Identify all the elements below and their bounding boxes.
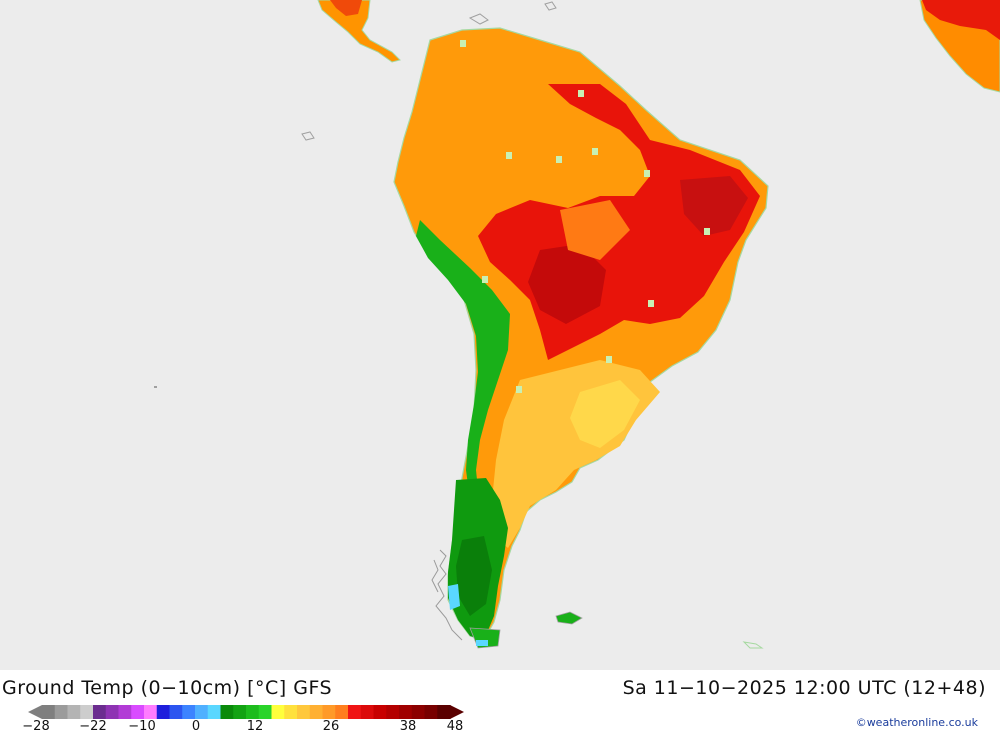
south-georgia-island bbox=[742, 641, 764, 649]
legend-tick-label: 38 bbox=[399, 719, 417, 734]
caribbean-island bbox=[544, 1, 557, 11]
legend-swatch bbox=[93, 705, 107, 719]
legend-swatch bbox=[373, 705, 387, 719]
andes-cool-zone bbox=[416, 220, 510, 500]
legend-swatch bbox=[195, 705, 209, 719]
amazon-orange-patch bbox=[560, 200, 630, 260]
pacific-island bbox=[154, 386, 157, 388]
credit-link[interactable]: ©weatheronline.co.uk bbox=[855, 716, 978, 729]
legend-swatch bbox=[144, 705, 158, 719]
legend-tick-label: 0 bbox=[191, 719, 201, 734]
legend-swatch bbox=[156, 705, 171, 719]
legend-tick-label: −10 bbox=[128, 719, 156, 734]
lake-pixels bbox=[460, 40, 710, 393]
legend-swatch bbox=[220, 705, 234, 719]
legend-tick-label: −22 bbox=[79, 719, 107, 734]
legend-swatch bbox=[182, 705, 196, 719]
forecast-datetime: Sa 11−10−2025 12:00 UTC (12+48) bbox=[622, 677, 986, 699]
africa-hot-zone bbox=[922, 0, 1000, 40]
legend-swatch bbox=[105, 705, 120, 719]
central-america-hot-zone bbox=[330, 0, 362, 16]
legend-swatch bbox=[437, 705, 451, 719]
fjord-islands bbox=[431, 549, 463, 641]
map-canvas bbox=[154, 0, 1000, 649]
legend-swatch bbox=[348, 705, 362, 719]
legend-swatch bbox=[258, 705, 273, 719]
legend-swatch bbox=[233, 705, 247, 719]
legend-swatch bbox=[399, 705, 413, 719]
legend-swatch bbox=[207, 705, 222, 719]
legend-swatch bbox=[246, 705, 260, 719]
tierra-del-fuego-lake bbox=[476, 640, 488, 646]
northeast-extreme-zone bbox=[680, 176, 748, 236]
legend-swatch bbox=[411, 705, 426, 719]
patagonia-dark-zone bbox=[456, 536, 492, 616]
legend-tick-label: 26 bbox=[322, 719, 340, 734]
legend-swatch bbox=[284, 705, 298, 719]
legend-swatch bbox=[271, 705, 285, 719]
legend-swatch bbox=[118, 705, 132, 719]
chile-lake bbox=[448, 584, 460, 610]
map-title: Ground Temp (0−10cm) [°C] GFS bbox=[2, 677, 333, 699]
legend-swatch bbox=[335, 705, 349, 719]
legend-arrow-low bbox=[28, 705, 42, 719]
legend-swatch bbox=[42, 705, 56, 719]
legend-swatch bbox=[80, 705, 94, 719]
legend-swatch bbox=[67, 705, 81, 719]
legend-tick-label: −28 bbox=[22, 719, 50, 734]
color-legend-bar bbox=[28, 705, 464, 719]
legend-swatch bbox=[169, 705, 183, 719]
legend-swatch bbox=[54, 705, 69, 719]
legend-swatch bbox=[297, 705, 311, 719]
legend-tick-label: 12 bbox=[246, 719, 264, 734]
legend-swatch bbox=[309, 705, 324, 719]
central-america-landmass bbox=[317, 0, 401, 63]
falkland-islands bbox=[555, 611, 583, 625]
legend-swatch bbox=[424, 705, 438, 719]
legend-swatch bbox=[360, 705, 375, 719]
legend-tick-label: 48 bbox=[446, 719, 464, 734]
legend-swatch bbox=[386, 705, 400, 719]
legend-swatch bbox=[322, 705, 336, 719]
temperature-map bbox=[0, 0, 1000, 670]
legend-arrow-high bbox=[450, 705, 464, 719]
galapagos-islands bbox=[301, 131, 315, 141]
map-footer bbox=[0, 670, 1000, 733]
legend-swatch bbox=[131, 705, 145, 719]
pampas-light-zone bbox=[570, 380, 640, 448]
caribbean-island bbox=[468, 13, 489, 25]
interior-extreme-zone bbox=[528, 244, 606, 324]
